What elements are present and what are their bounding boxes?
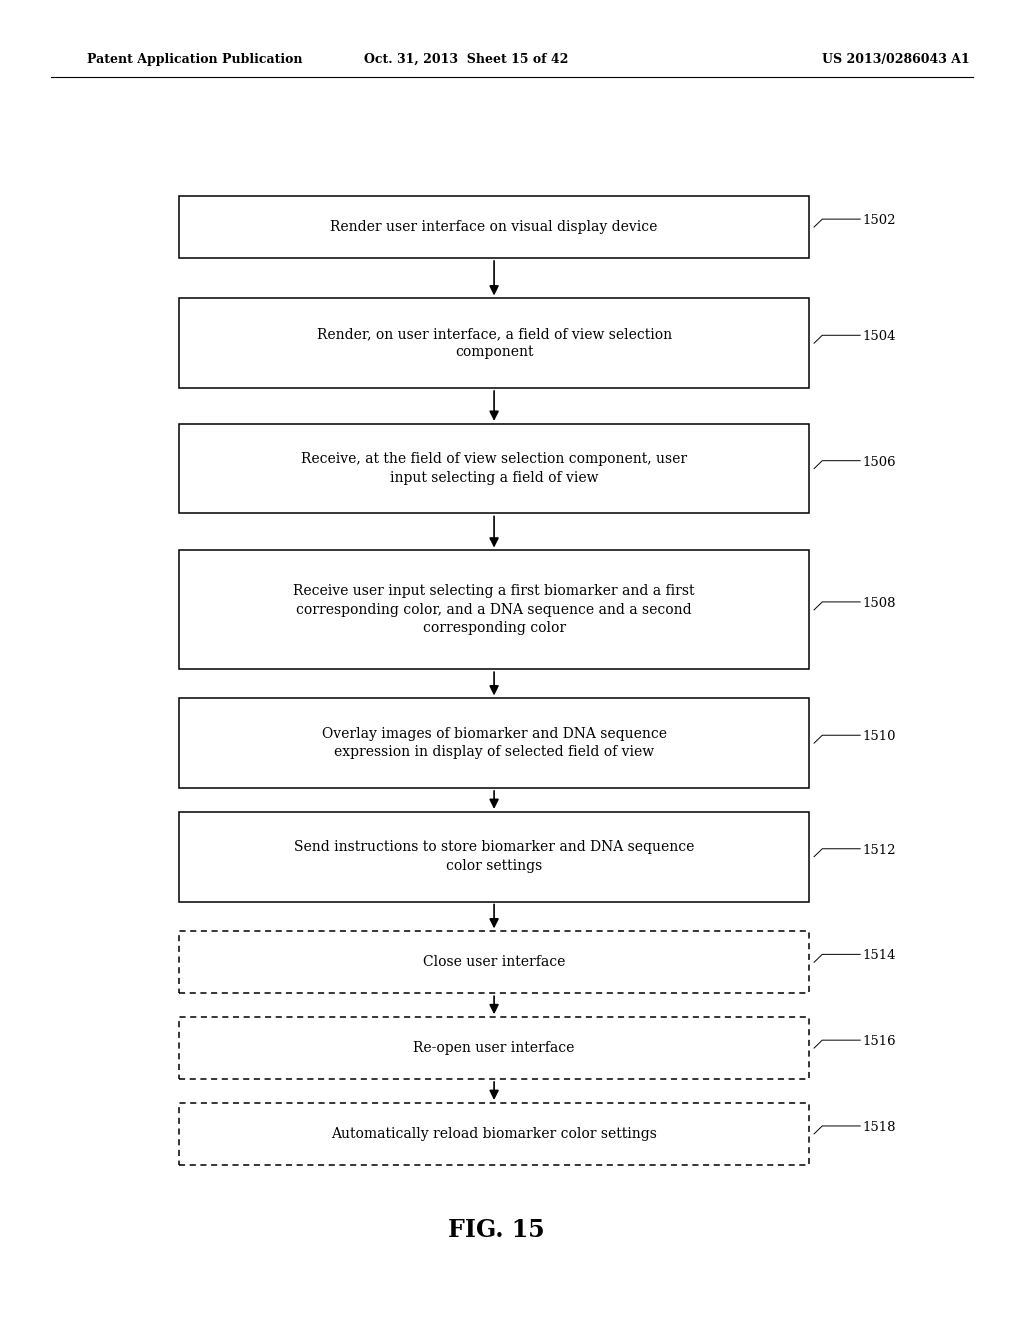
Text: US 2013/0286043 A1: US 2013/0286043 A1 bbox=[822, 53, 970, 66]
Text: Re-open user interface: Re-open user interface bbox=[414, 1041, 574, 1055]
Text: Oct. 31, 2013  Sheet 15 of 42: Oct. 31, 2013 Sheet 15 of 42 bbox=[364, 53, 568, 66]
Bar bbox=[179, 812, 809, 902]
Text: Send instructions to store biomarker and DNA sequence
color settings: Send instructions to store biomarker and… bbox=[294, 841, 694, 873]
Text: Automatically reload biomarker color settings: Automatically reload biomarker color set… bbox=[331, 1127, 657, 1140]
Text: Render user interface on visual display device: Render user interface on visual display … bbox=[331, 220, 657, 234]
Text: 1508: 1508 bbox=[862, 597, 896, 610]
Bar bbox=[179, 1016, 809, 1080]
Text: Patent Application Publication: Patent Application Publication bbox=[87, 53, 302, 66]
Text: 1512: 1512 bbox=[862, 843, 896, 857]
Bar bbox=[179, 550, 809, 669]
Text: 1510: 1510 bbox=[862, 730, 896, 743]
Bar bbox=[179, 698, 809, 788]
Text: Render, on user interface, a field of view selection
component: Render, on user interface, a field of vi… bbox=[316, 327, 672, 359]
Bar bbox=[179, 932, 809, 993]
Text: Close user interface: Close user interface bbox=[423, 956, 565, 969]
Text: 1502: 1502 bbox=[862, 214, 896, 227]
Text: FIG. 15: FIG. 15 bbox=[449, 1218, 545, 1242]
Bar bbox=[179, 1104, 809, 1166]
Text: 1516: 1516 bbox=[862, 1035, 896, 1048]
Bar bbox=[179, 195, 809, 259]
Text: Overlay images of biomarker and DNA sequence
expression in display of selected f: Overlay images of biomarker and DNA sequ… bbox=[322, 727, 667, 759]
Bar bbox=[179, 424, 809, 513]
Bar bbox=[179, 298, 809, 388]
Text: 1518: 1518 bbox=[862, 1121, 896, 1134]
Text: 1506: 1506 bbox=[862, 455, 896, 469]
Text: 1514: 1514 bbox=[862, 949, 896, 962]
Text: Receive, at the field of view selection component, user
input selecting a field : Receive, at the field of view selection … bbox=[301, 453, 687, 484]
Text: 1504: 1504 bbox=[862, 330, 896, 343]
Text: Receive user input selecting a first biomarker and a first
corresponding color, : Receive user input selecting a first bio… bbox=[293, 585, 695, 635]
